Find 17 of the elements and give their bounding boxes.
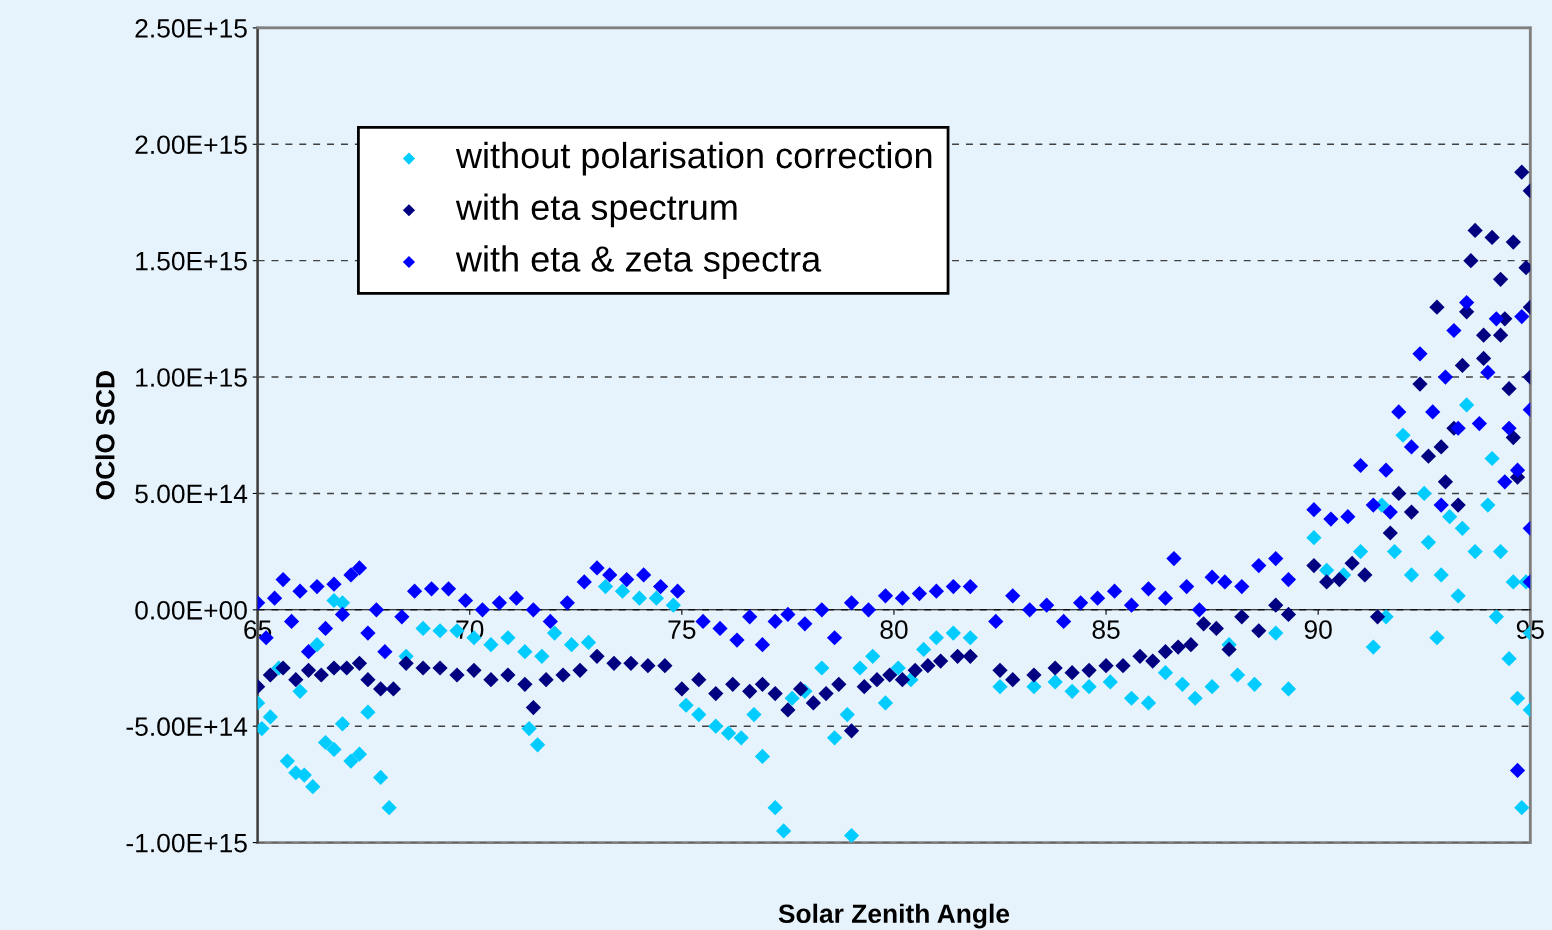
x-tick-label: 75 — [668, 620, 696, 639]
legend-label: with eta & zeta spectra — [455, 245, 822, 279]
y-tick-label: 5.00E+14 — [135, 484, 248, 504]
y-tick-label: -5.00E+14 — [126, 717, 248, 737]
y-tick-label: 1.50E+15 — [136, 251, 247, 271]
y-tick-label: 2.00E+15 — [135, 135, 247, 155]
y-tick-label: 2.50E+15 — [135, 19, 247, 38]
y-tick-label: 1.00E+15 — [136, 368, 247, 387]
x-tick-label: 90 — [1304, 620, 1332, 639]
y-axis-title: OClO SCD — [95, 371, 115, 500]
x-tick-label: 80 — [880, 620, 908, 639]
y-tick-label: -1.00E+15 — [126, 833, 247, 853]
x-axis-title: Solar Zenith Angle — [778, 903, 1010, 929]
legend-label: without polarisation correction — [455, 141, 932, 176]
y-tick-label: 0.00E+00 — [135, 600, 247, 620]
legend-label: with eta spectrum — [455, 193, 737, 228]
x-tick-label: 85 — [1092, 620, 1120, 639]
